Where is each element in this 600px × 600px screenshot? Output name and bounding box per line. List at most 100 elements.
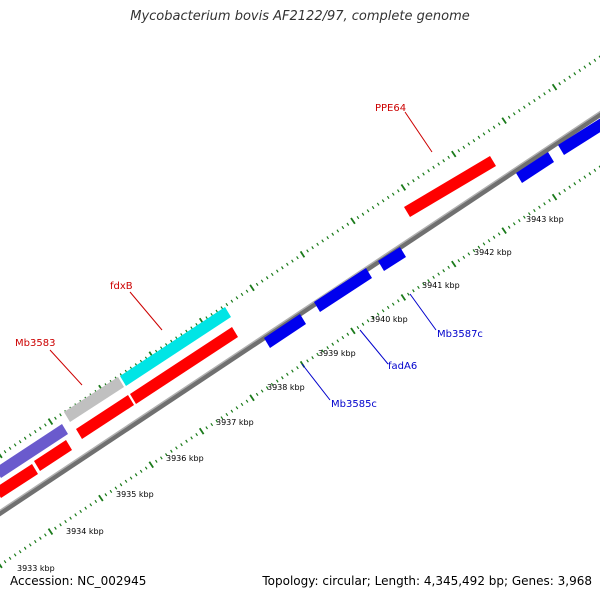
gene-label-fdxb: fdxB — [110, 281, 133, 292]
minor-tick — [210, 422, 214, 427]
minor-tick — [59, 523, 62, 527]
minor-tick — [366, 209, 370, 213]
minor-tick — [588, 172, 592, 176]
minor-tick — [482, 132, 486, 136]
minor-tick — [543, 202, 546, 206]
minor-tick — [361, 322, 365, 326]
minor-tick — [492, 235, 496, 239]
minor-tick — [175, 446, 178, 450]
minor-tick — [507, 115, 511, 119]
minor-tick — [255, 282, 259, 287]
minor-tick — [472, 139, 476, 143]
minor-tick — [89, 503, 93, 507]
minor-tick — [281, 376, 284, 380]
major-tick — [0, 453, 3, 459]
minor-tick — [119, 483, 123, 487]
tick-label: 3941 kbp — [422, 281, 460, 290]
inner-tick-track — [0, 165, 600, 569]
minor-tick — [170, 449, 173, 453]
minor-tick — [306, 359, 309, 363]
feature-right-2 — [558, 118, 600, 155]
minor-tick — [260, 389, 264, 393]
minor-tick — [386, 305, 390, 310]
minor-tick — [391, 192, 395, 196]
reverse-features — [264, 118, 600, 348]
minor-tick — [512, 112, 516, 116]
label-leaders — [49, 111, 437, 401]
minor-tick — [270, 382, 274, 387]
minor-tick — [33, 429, 37, 434]
minor-tick — [533, 98, 536, 103]
minor-tick — [563, 78, 566, 83]
minor-tick — [316, 242, 319, 246]
minor-tick — [240, 402, 244, 407]
minor-tick — [139, 469, 143, 473]
minor-tick — [8, 556, 12, 560]
minor-tick — [422, 282, 425, 286]
minor-tick — [437, 162, 440, 166]
gene-label-mb3583: Mb3583 — [15, 338, 55, 349]
minor-tick — [265, 386, 269, 390]
genome-backbone — [0, 110, 600, 517]
feature-red-3 — [76, 395, 134, 439]
major-tick — [350, 217, 356, 225]
minor-tick — [220, 306, 224, 310]
major-tick — [501, 227, 507, 235]
minor-tick — [492, 125, 496, 129]
feature-slate — [0, 424, 68, 478]
minor-tick — [588, 62, 592, 66]
minor-tick — [457, 149, 461, 153]
minor-tick — [427, 169, 430, 173]
feature-right-1 — [516, 152, 554, 183]
major-tick — [47, 418, 54, 425]
minor-tick — [432, 275, 435, 279]
tick-label: 3934 kbp — [66, 527, 104, 536]
minor-tick — [28, 433, 32, 437]
minor-tick — [578, 68, 582, 73]
minor-tick — [109, 489, 113, 494]
tick-label: 3933 kbp — [17, 564, 55, 573]
minor-tick — [462, 255, 466, 259]
minor-tick — [432, 165, 435, 169]
minor-tick — [220, 416, 224, 420]
minor-tick — [558, 82, 561, 86]
minor-tick — [23, 436, 27, 440]
minor-tick — [39, 426, 42, 430]
minor-tick — [593, 58, 597, 62]
minor-tick — [311, 356, 314, 360]
minor-tick — [44, 533, 47, 537]
minor-tick — [497, 122, 501, 126]
minor-tick — [225, 302, 229, 307]
minor-tick — [538, 205, 541, 209]
minor-tick — [593, 168, 597, 172]
minor-tick — [321, 239, 324, 243]
minor-tick — [417, 285, 420, 290]
minor-tick — [316, 352, 319, 356]
tick-label: 3936 kbp — [166, 454, 204, 463]
minor-tick — [447, 265, 451, 269]
minor-tick — [281, 266, 284, 270]
minor-tick — [376, 312, 380, 316]
minor-tick — [341, 335, 345, 340]
tick-label: 3943 kbp — [526, 215, 564, 224]
major-tick — [198, 427, 205, 435]
map-title: Mycobacterium bovis AF2122/97, complete … — [130, 9, 470, 24]
minor-tick — [104, 493, 108, 497]
minor-tick — [517, 108, 521, 113]
minor-tick — [114, 486, 118, 490]
minor-tick — [568, 185, 572, 189]
minor-tick — [558, 192, 561, 196]
minor-tick — [160, 456, 163, 460]
minor-tick — [331, 232, 335, 236]
minor-tick — [275, 269, 279, 273]
minor-tick — [205, 426, 209, 430]
minor-tick — [442, 159, 445, 163]
minor-tick — [291, 259, 294, 263]
minor-tick — [366, 319, 370, 323]
minor-tick — [18, 440, 22, 444]
minor-tick — [412, 289, 415, 293]
minor-tick — [548, 198, 551, 203]
minor-tick — [13, 553, 17, 557]
minor-tick — [286, 372, 289, 376]
